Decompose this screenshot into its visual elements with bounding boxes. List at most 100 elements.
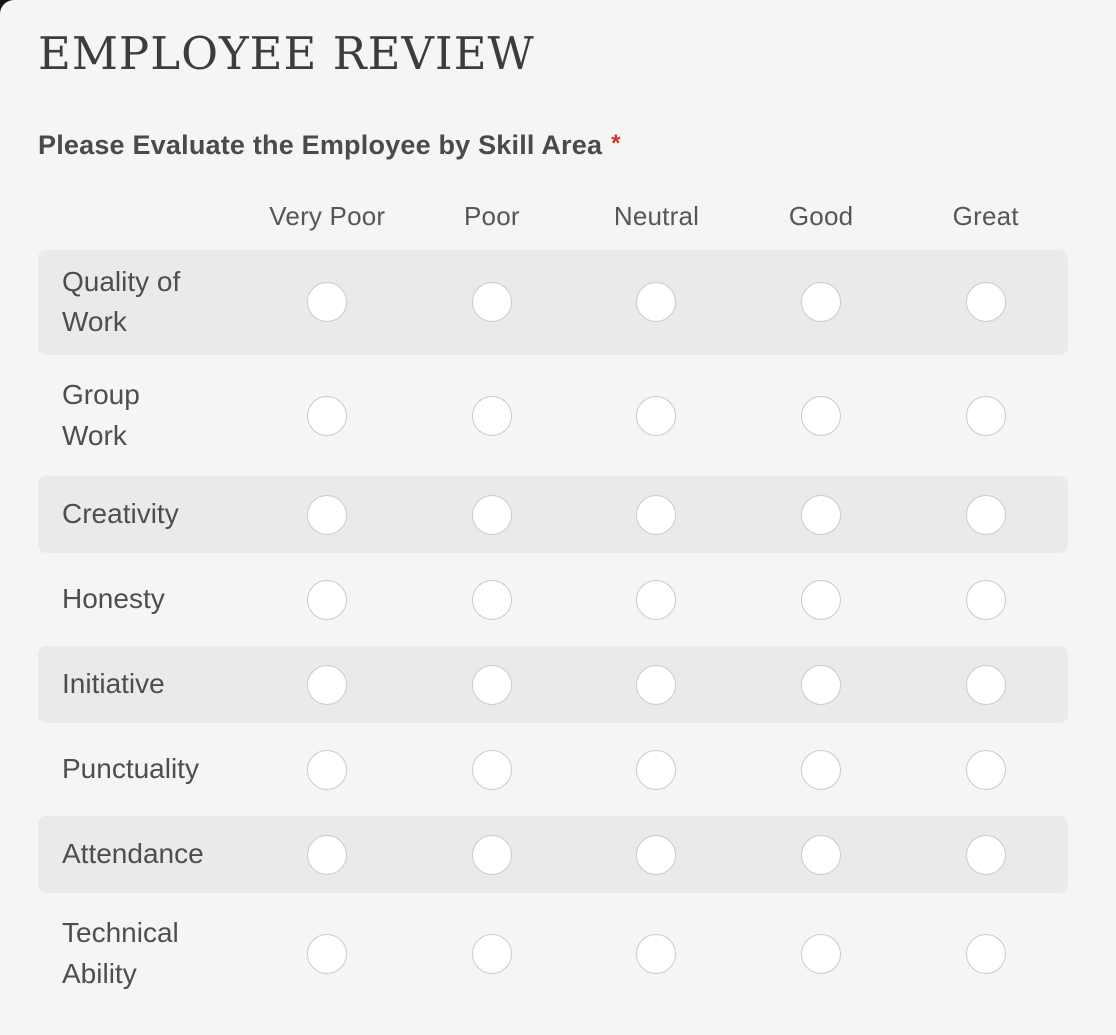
radio-creativity-very-poor[interactable]	[307, 494, 348, 535]
radio-cell	[245, 579, 410, 620]
radio-initiative-good[interactable]	[801, 664, 842, 705]
radio-attendance-good[interactable]	[801, 834, 842, 875]
table-row-group-work: Group Work	[38, 363, 1068, 468]
radio-cell	[903, 933, 1068, 974]
radio-cell	[245, 749, 410, 790]
radio-cell	[574, 494, 739, 535]
radio-cell	[903, 834, 1068, 875]
row-label: Group Work	[62, 378, 140, 451]
radio-creativity-good[interactable]	[801, 494, 842, 535]
radio-cell	[574, 749, 739, 790]
radio-honesty-great[interactable]	[965, 579, 1006, 620]
radio-cell	[410, 933, 575, 974]
radio-cell	[574, 579, 739, 620]
radio-quality-of-work-very-poor[interactable]	[307, 282, 348, 323]
radio-cell	[903, 282, 1068, 323]
radio-cell	[410, 494, 575, 535]
table-row-technical-ability: Technical Ability	[38, 901, 1068, 1006]
radio-cell	[903, 664, 1068, 705]
radio-initiative-poor[interactable]	[471, 664, 512, 705]
radio-technical-ability-neutral[interactable]	[636, 933, 677, 974]
radio-creativity-poor[interactable]	[471, 494, 512, 535]
table-row-punctuality: Punctuality	[38, 731, 1068, 808]
radio-punctuality-very-poor[interactable]	[307, 749, 348, 790]
radio-cell	[739, 933, 904, 974]
radio-creativity-great[interactable]	[965, 494, 1006, 535]
column-header-very-poor: Very Poor	[269, 200, 386, 231]
rating-matrix: Very Poor Poor Neutral Good Great Quality of…	[38, 201, 1068, 1007]
radio-cell	[903, 494, 1068, 535]
radio-technical-ability-good[interactable]	[801, 933, 842, 974]
radio-cell	[574, 664, 739, 705]
radio-cell	[903, 579, 1068, 620]
row-label: Honesty	[62, 583, 165, 615]
radio-quality-of-work-poor[interactable]	[471, 282, 512, 323]
radio-group-work-good[interactable]	[801, 395, 842, 436]
question-label: Please Evaluate the Employee by Skill Ar…	[38, 130, 1068, 161]
radio-honesty-very-poor[interactable]	[307, 579, 348, 620]
radio-initiative-great[interactable]	[965, 664, 1006, 705]
radio-punctuality-great[interactable]	[965, 749, 1006, 790]
radio-quality-of-work-good[interactable]	[801, 282, 842, 323]
radio-cell	[739, 494, 904, 535]
radio-cell	[739, 834, 904, 875]
required-asterisk: *	[611, 129, 621, 157]
radio-attendance-poor[interactable]	[471, 834, 512, 875]
radio-cell	[739, 664, 904, 705]
radio-cell	[410, 749, 575, 790]
radio-technical-ability-great[interactable]	[965, 933, 1006, 974]
radio-group-work-neutral[interactable]	[636, 395, 677, 436]
radio-cell	[574, 933, 739, 974]
radio-cell	[903, 395, 1068, 436]
radio-cell	[574, 282, 739, 323]
matrix-rows: Quality of Work Group Work Creativity Hones…	[38, 249, 1068, 1007]
radio-cell	[410, 664, 575, 705]
row-label: Creativity	[62, 498, 179, 530]
matrix-header-row: Very Poor Poor Neutral Good Great	[38, 201, 1068, 232]
radio-cell	[739, 579, 904, 620]
radio-cell	[245, 933, 410, 974]
radio-cell	[245, 282, 410, 323]
radio-quality-of-work-great[interactable]	[965, 282, 1006, 323]
table-row-honesty: Honesty	[38, 561, 1068, 638]
header-spacer	[38, 201, 245, 232]
radio-cell	[739, 749, 904, 790]
radio-attendance-very-poor[interactable]	[307, 834, 348, 875]
question-text: Please Evaluate the Employee by Skill Ar…	[38, 129, 603, 160]
radio-cell	[410, 282, 575, 323]
radio-attendance-neutral[interactable]	[636, 834, 677, 875]
table-row-initiative: Initiative	[38, 646, 1068, 724]
row-label: Punctuality	[62, 753, 199, 785]
radio-cell	[410, 834, 575, 875]
radio-technical-ability-very-poor[interactable]	[307, 933, 348, 974]
column-header-great: Great	[952, 200, 1019, 231]
radio-punctuality-neutral[interactable]	[636, 749, 677, 790]
radio-honesty-good[interactable]	[801, 579, 842, 620]
radio-group-work-poor[interactable]	[471, 395, 512, 436]
radio-cell	[739, 282, 904, 323]
radio-technical-ability-poor[interactable]	[471, 933, 512, 974]
radio-punctuality-good[interactable]	[801, 749, 842, 790]
column-header-neutral: Neutral	[613, 200, 700, 231]
radio-punctuality-poor[interactable]	[471, 749, 512, 790]
radio-group-work-very-poor[interactable]	[307, 395, 348, 436]
radio-initiative-very-poor[interactable]	[307, 664, 348, 705]
radio-quality-of-work-neutral[interactable]	[636, 282, 677, 323]
table-row-quality-of-work: Quality of Work	[38, 249, 1068, 355]
row-label: Technical Ability	[62, 917, 179, 989]
radio-cell	[574, 395, 739, 436]
radio-cell	[739, 395, 904, 436]
row-label: Initiative	[62, 668, 165, 700]
radio-honesty-poor[interactable]	[471, 579, 512, 620]
radio-cell	[245, 834, 410, 875]
radio-initiative-neutral[interactable]	[636, 664, 677, 705]
table-row-attendance: Attendance	[38, 816, 1068, 894]
radio-cell	[410, 395, 575, 436]
radio-honesty-neutral[interactable]	[636, 579, 677, 620]
radio-creativity-neutral[interactable]	[636, 494, 677, 535]
radio-cell	[903, 749, 1068, 790]
row-label: Attendance	[62, 838, 204, 870]
radio-attendance-great[interactable]	[965, 834, 1006, 875]
radio-group-work-great[interactable]	[965, 395, 1006, 436]
